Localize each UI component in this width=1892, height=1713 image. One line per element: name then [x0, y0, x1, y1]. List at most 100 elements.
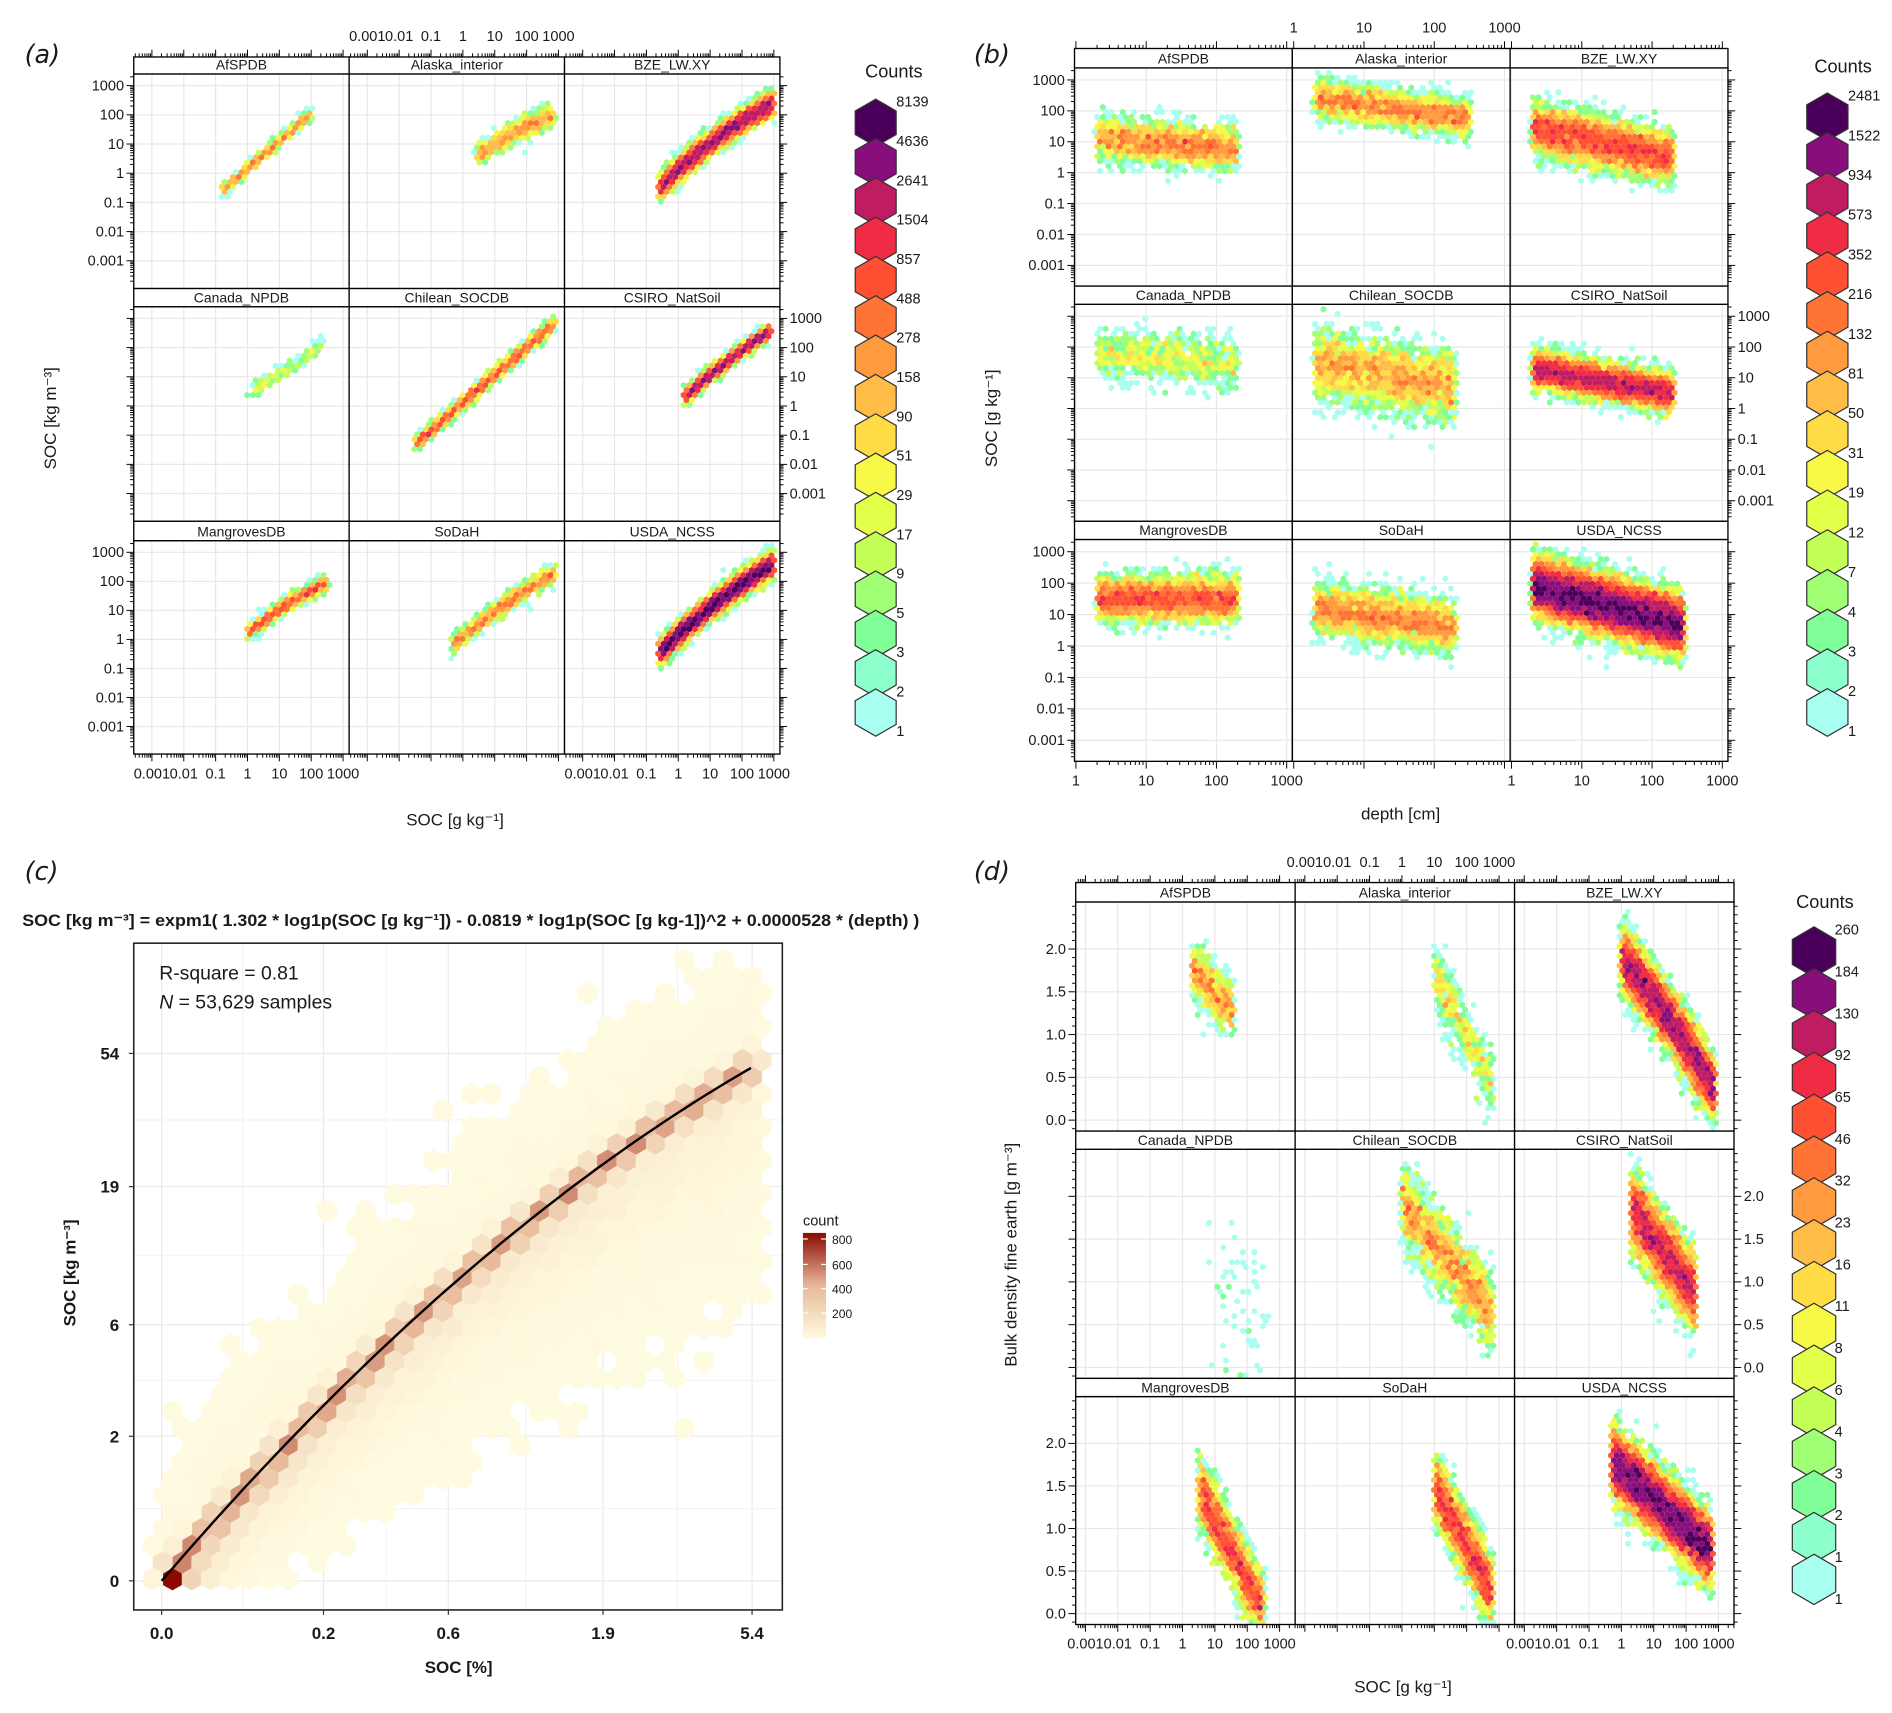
hexbin-cell [717, 134, 724, 142]
hexbin-cell [278, 372, 284, 379]
hexbin-cell [250, 382, 256, 389]
hexbin-cell [499, 129, 506, 137]
y-tick-label-right: 0.001 [790, 486, 826, 502]
hexbin-cell [496, 377, 503, 384]
hexbin-cell [765, 90, 772, 97]
hexbin-cell [482, 149, 488, 156]
hexbin-cell [479, 144, 486, 151]
hexbin-cell [266, 149, 273, 156]
hexbin-cell [499, 362, 506, 369]
x-tick-label: 1 [1507, 774, 1515, 790]
strip-label: BZE_LW.XY [634, 57, 710, 73]
hexbin-cell [303, 114, 310, 122]
hexbin-cell [428, 426, 435, 433]
hexbin-cell [295, 129, 302, 137]
hexbin-cell [660, 164, 667, 171]
hexbin-cell [482, 382, 488, 389]
hexbin-cell [757, 105, 763, 112]
hexbin-cell [689, 144, 695, 151]
legend-swatch [854, 688, 897, 737]
hexbin-cell [754, 109, 761, 117]
hexbin-cell [417, 426, 423, 433]
hexbin-cell [734, 124, 741, 132]
facet-panel: Chilean_SOCDB [1294, 1130, 1516, 1380]
hexbin-cell [677, 173, 684, 181]
hexbin-cell [765, 109, 772, 117]
hexbin-cell [533, 119, 540, 127]
legend-value: 1504 [896, 213, 928, 229]
hexbin-cell [490, 134, 497, 142]
hexbin-cell [760, 109, 766, 117]
y-tick-label: 1000 [92, 545, 124, 561]
hexbin-cell [516, 342, 523, 350]
hexbin-cell [442, 411, 449, 419]
hexbin-cell [677, 144, 684, 151]
legend-value: 2641 [896, 173, 928, 189]
legend-swatch [1806, 687, 1849, 737]
hexbin-cell [660, 183, 667, 191]
hexbin-cell [459, 401, 466, 409]
hexbin-cell [227, 188, 233, 196]
x-tick-label-top: 1000 [1488, 21, 1520, 37]
hexbin-cell [757, 114, 763, 122]
hexbin-cell [771, 90, 778, 97]
hexbin-cell [762, 114, 769, 122]
hexbin-cell [720, 139, 727, 146]
strip-label: Canada_NPDB [1138, 1132, 1233, 1148]
hexbin-cell [306, 119, 313, 127]
strip-label: BZE_LW.XY [1581, 51, 1657, 67]
hexbin-cell [448, 421, 455, 428]
hexbin-cell [513, 124, 520, 132]
hexbin-cell [487, 139, 494, 146]
x-axis-title: depth [cm] [1361, 805, 1440, 824]
hexbin-cell [275, 144, 282, 151]
hexbin-cell [417, 445, 423, 453]
y-tick-label-right: 0.01 [790, 457, 818, 473]
hexbin-cell [686, 391, 693, 399]
hexbin-cell [737, 100, 744, 107]
strip-label: Alaska_interior [411, 57, 504, 73]
hexbin-cell [272, 149, 279, 156]
y-tick-label: 0.001 [1028, 733, 1064, 749]
x-tick-label: 0.01 [600, 766, 628, 782]
hexbin-cell [448, 401, 455, 409]
hexbin-cells [244, 332, 327, 399]
hexbin-cell [751, 124, 758, 132]
facet-panel: CSIRO_NatSoil [1509, 285, 1729, 522]
hexbin-cell [536, 114, 542, 122]
hexbin-cell [720, 129, 727, 137]
hexbin-cell [502, 357, 508, 365]
hexbin-cell [422, 426, 429, 433]
facet-panel: MangrovesDB [1073, 520, 1293, 763]
hexbin-cell [269, 134, 276, 142]
hexbin-cell [553, 318, 559, 325]
legend-value: 1 [896, 724, 904, 740]
hexbin-cell [734, 134, 741, 142]
strip-label: AfSPDB [1160, 885, 1211, 901]
hexbin-cell [255, 159, 262, 166]
hexbin-cell [760, 90, 766, 97]
hexbin-cell [264, 144, 270, 151]
hexbin-cell [703, 129, 710, 137]
hexbin-cell [303, 357, 310, 365]
hexbin-cell [694, 154, 701, 161]
hexbin-cell [726, 119, 732, 127]
hexbin-cell [527, 119, 534, 127]
hexbin-cell [683, 154, 690, 161]
hexbin-cell [694, 164, 701, 171]
hexbin-cell [748, 332, 755, 340]
hexbin-cell [505, 129, 511, 137]
y-tick-label: 1 [116, 166, 124, 182]
hexbin-cell [734, 105, 741, 112]
hexbin-cell [740, 134, 746, 142]
hexbin-cell [737, 342, 744, 350]
hexbin-cell [706, 377, 712, 384]
hexbin-cell [252, 386, 259, 394]
hexbin-cell [666, 173, 673, 181]
hexbin-cell [663, 168, 670, 176]
y-tick-label-right: 0.1 [790, 428, 810, 444]
hexbin-cell [278, 129, 284, 137]
hexbin-cell [743, 129, 749, 137]
strip-label: CSIRO_NatSoil [1571, 287, 1668, 303]
strip-label: SoDaH [1379, 522, 1424, 538]
